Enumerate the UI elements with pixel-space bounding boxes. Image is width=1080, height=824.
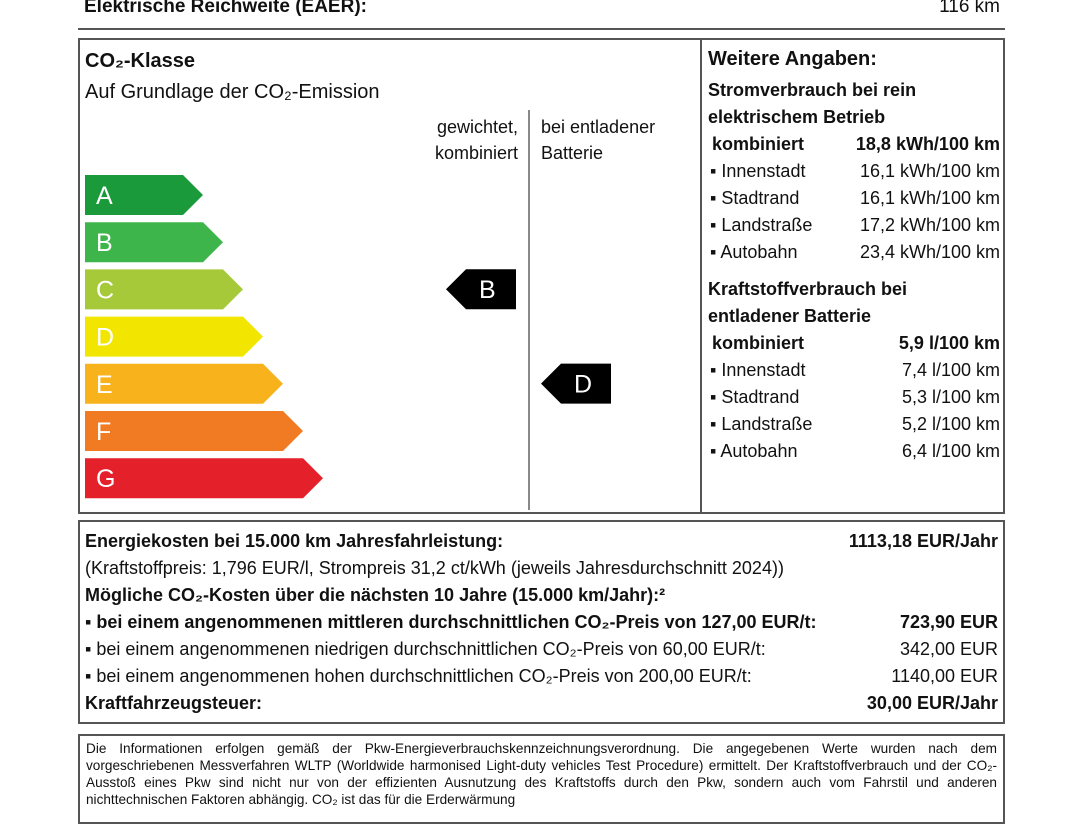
cost-label: Energiekosten bei 15.000 km Jahresfahrle… (85, 531, 504, 551)
row-value: 18,8 kWh/100 km (855, 134, 1000, 154)
consumption-row: ▪ Landstraße 5,2 l/100 km (708, 411, 1000, 438)
class-letter: A (96, 182, 113, 210)
class-arrow (85, 222, 223, 263)
row-value: 16,1 kWh/100 km (859, 188, 1000, 208)
row-label: kombiniert (712, 333, 805, 353)
class-arrow (85, 269, 243, 310)
section-title: Stromverbrauch bei rein elektrischem Bet… (708, 80, 917, 127)
cost-value: 1140,00 EUR (891, 666, 998, 686)
col-weighted: gewichtet, kombiniert (434, 117, 518, 163)
col-discharged: bei entladener Batterie (541, 117, 656, 163)
cost-row: Mögliche CO₂-Kosten über die nächsten 10… (85, 582, 998, 609)
class-letter: C (96, 276, 114, 304)
row-label: kombiniert (712, 134, 805, 154)
row-value: 5,2 l/100 km (901, 414, 1000, 434)
row-value: 17,2 kWh/100 km (859, 215, 1000, 235)
cost-label: ▪ bei einem angenommenen mittleren durch… (85, 612, 817, 632)
header: Elektrische Reichweite (EAER): 116 km (84, 0, 1000, 18)
cost-row: (Kraftstoffpreis: 1,796 EUR/l, Stromprei… (85, 555, 998, 582)
class-arrow (85, 458, 323, 499)
co2-title: CO₂-Klasse (85, 50, 196, 72)
further-title: Weitere Angaben: (708, 48, 877, 70)
row-label: ▪ Stadtrand (710, 188, 800, 208)
cost-row: Energiekosten bei 15.000 km Jahresfahrle… (85, 528, 998, 555)
consumption-row: ▪ Innenstadt 7,4 l/100 km (708, 357, 1000, 384)
cost-label: Kraftfahrzeugsteuer: (85, 693, 263, 713)
row-label: ▪ Stadtrand (710, 387, 800, 407)
discharged-marker (541, 363, 611, 404)
row-value: 6,4 l/100 km (901, 441, 1000, 461)
row-value: 5,9 l/100 km (898, 333, 1000, 353)
consumption-row: kombiniert 5,9 l/100 km (708, 330, 1000, 357)
cost-value: 1113,18 EUR/Jahr (848, 531, 998, 551)
class-letter: E (96, 371, 113, 399)
range-label: Elektrische Reichweite (EAER): (84, 0, 367, 17)
range-value: 116 km (939, 0, 1000, 17)
cost-label: (Kraftstoffpreis: 1,796 EUR/l, Stromprei… (85, 558, 784, 578)
class-arrow (85, 175, 203, 215)
consumption-row: kombiniert 18,8 kWh/100 km (708, 131, 1000, 158)
row-label: ▪ Autobahn (710, 242, 798, 262)
consumption-row: ▪ Stadtrand 5,3 l/100 km (708, 384, 1000, 411)
row-label: ▪ Autobahn (710, 441, 798, 461)
class-letter: F (96, 418, 111, 446)
divider (700, 40, 702, 512)
class-arrow (85, 411, 303, 451)
disclaimer-box: Die Informationen erfolgen gemäß der Pkw… (78, 734, 1005, 824)
row-label: ▪ Landstraße (710, 215, 813, 235)
cost-label: ▪ bei einem angenommenen hohen durchschn… (85, 666, 752, 686)
cost-value: 342,00 EUR (899, 639, 998, 659)
class-letter: G (96, 465, 115, 493)
row-label: ▪ Innenstadt (710, 161, 806, 181)
co2-subtitle: Auf Grundlage der CO₂-Emission (85, 81, 380, 103)
cost-value: 30,00 EUR/Jahr (866, 693, 998, 713)
cost-value: 723,90 EUR (899, 612, 998, 632)
cost-row: ▪ bei einem angenommenen niedrigen durch… (85, 636, 998, 663)
cost-row: ▪ bei einem angenommenen hohen durchschn… (85, 663, 998, 690)
col-divider (528, 110, 530, 510)
further-info: Weitere Angaben: Stromverbrauch bei rein … (708, 48, 1000, 465)
row-value: 16,1 kWh/100 km (859, 161, 1000, 181)
class-arrow (85, 363, 283, 404)
consumption-row: ▪ Innenstadt 16,1 kWh/100 km (708, 158, 1000, 185)
consumption-row: ▪ Stadtrand 16,1 kWh/100 km (708, 185, 1000, 212)
class-letter: D (96, 324, 114, 352)
disclaimer: Die Informationen erfolgen gemäß der Pkw… (86, 741, 997, 807)
cost-row: Kraftfahrzeugsteuer: 30,00 EUR/Jahr (85, 690, 998, 717)
section-title: Kraftstoffverbrauch bei entladener Batte… (708, 279, 908, 326)
consumption-row: ▪ Autobahn 6,4 l/100 km (708, 438, 1000, 465)
co2-box: CO₂-Klasse Auf Grundlage der CO₂-Emissio… (78, 38, 1005, 514)
weighted-marker-letter: B (479, 276, 496, 304)
row-label: ▪ Innenstadt (710, 360, 806, 380)
row-value: 7,4 l/100 km (901, 360, 1000, 380)
class-letter: B (96, 229, 113, 257)
costs-box: Energiekosten bei 15.000 km Jahresfahrle… (78, 520, 1005, 724)
cost-row: ▪ bei einem angenommenen mittleren durch… (85, 609, 998, 636)
rule (78, 28, 1005, 30)
row-value: 5,3 l/100 km (901, 387, 1000, 407)
weighted-marker (446, 269, 516, 310)
class-arrow (85, 316, 263, 357)
consumption-row: ▪ Autobahn 23,4 kWh/100 km (708, 239, 1000, 266)
consumption-row: ▪ Landstraße 17,2 kWh/100 km (708, 212, 1000, 239)
cost-label: Mögliche CO₂-Kosten über die nächsten 10… (85, 585, 666, 605)
row-label: ▪ Landstraße (710, 414, 813, 434)
discharged-marker-letter: D (574, 371, 592, 399)
row-value: 23,4 kWh/100 km (859, 242, 1000, 262)
cost-label: ▪ bei einem angenommenen niedrigen durch… (85, 639, 766, 659)
